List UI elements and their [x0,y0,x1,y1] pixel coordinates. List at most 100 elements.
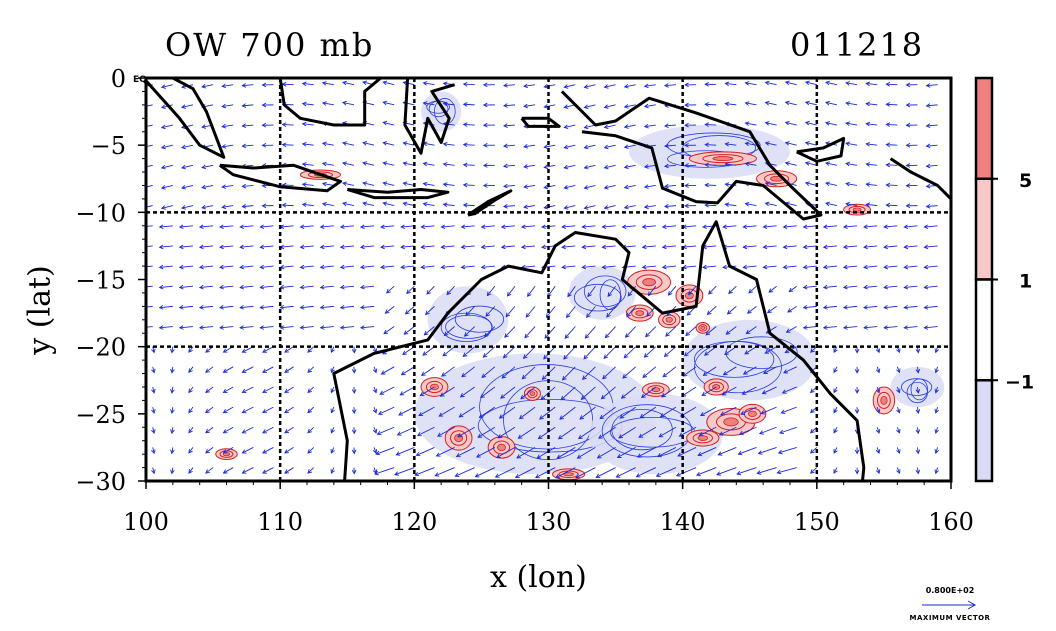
wind-vector [523,164,536,169]
wind-vector [934,447,939,455]
wind-vector [219,244,234,250]
wind-vector [261,102,274,108]
wind-vector [934,467,939,475]
wind-vector [279,224,294,230]
wind-vector [662,366,677,378]
wind-vector [362,201,375,207]
wind-vector [744,121,757,126]
wind-vector [170,346,175,354]
wind-vector [484,326,496,338]
wind-vector [635,467,657,478]
wind-vector [804,181,817,186]
wind-vector [923,264,938,270]
wind-vector [704,102,717,107]
wind-vector [845,81,858,86]
wind-vector [854,366,860,374]
wind-vector [151,467,156,475]
wind-vector [402,201,415,207]
wind-vector [561,244,576,250]
wind-vector [198,325,214,330]
wind-vector [875,366,881,374]
wind-vector [623,124,636,129]
wind-vector [178,244,194,250]
wind-vector [822,284,838,290]
wind-vector [842,244,858,250]
wind-vector [188,467,194,474]
wind-vector [525,306,536,318]
wind-vector [462,162,475,168]
wind-vector [883,244,898,250]
wind-vector [299,305,314,310]
x-tick-label: 110 [257,508,303,536]
wind-vector [178,325,194,330]
wind-vector [502,346,516,359]
wind-vector [748,285,757,294]
wind-vector [151,447,156,455]
wind-vector [281,82,294,87]
wind-vector [205,386,214,394]
wind-vector [810,467,818,474]
positive-ow-region [872,386,896,415]
positive-ow-region [523,386,541,401]
wind-vector [219,264,234,270]
wind-vector [565,306,576,319]
wind-vector [556,447,576,459]
wind-vector [704,81,717,87]
wind-vector [170,447,175,455]
wind-vector [925,83,938,88]
wind-vector [486,285,496,297]
wind-vector [359,305,375,310]
wind-vector [178,264,194,270]
wind-vector [804,141,817,146]
wind-vector [779,426,797,435]
wind-vector [603,164,616,170]
wind-vector [442,346,455,357]
wind-vector [500,244,516,250]
wind-vector [188,366,194,374]
wind-vector [923,284,938,290]
colorbar-band [974,278,994,382]
positive-ow-region [686,429,720,447]
wind-vector [661,244,677,250]
wind-vector [764,100,777,106]
wind-vector [261,203,274,209]
wind-vector [756,467,777,475]
wind-vector [657,447,677,458]
wind-vector [402,346,415,356]
wind-vector [382,201,395,207]
negative-ow-regions [414,91,945,475]
wind-vector [262,366,274,373]
wind-vector [442,141,455,147]
wind-vector [459,386,475,398]
wind-vector [825,100,838,106]
wind-vector [460,264,475,270]
solomon-coast [889,157,951,200]
wind-vector [896,427,901,434]
wind-vector [784,100,797,106]
wind-vector [482,163,495,168]
wind-vector [563,144,576,150]
wind-vector [804,120,817,126]
wind-vector [764,181,777,187]
wind-vector [307,447,315,454]
wind-vector [330,366,335,374]
wind-vector [903,244,918,250]
wind-vector [372,366,378,374]
wind-vector [379,386,395,395]
wind-vector [718,426,737,436]
wind-vector [599,406,616,420]
wind-vector [480,264,495,270]
wind-vector [684,203,697,209]
wind-vector [863,325,878,330]
wind-vector [623,104,636,109]
wind-vector [462,142,475,148]
wind-vector [804,80,817,86]
wind-vector [802,264,817,270]
wind-vector [395,447,415,456]
y-tick-label: −10 [75,199,126,227]
wind-vector [482,183,495,188]
wind-vector [557,426,576,440]
wind-vector [661,386,677,398]
wind-vector [885,182,898,188]
